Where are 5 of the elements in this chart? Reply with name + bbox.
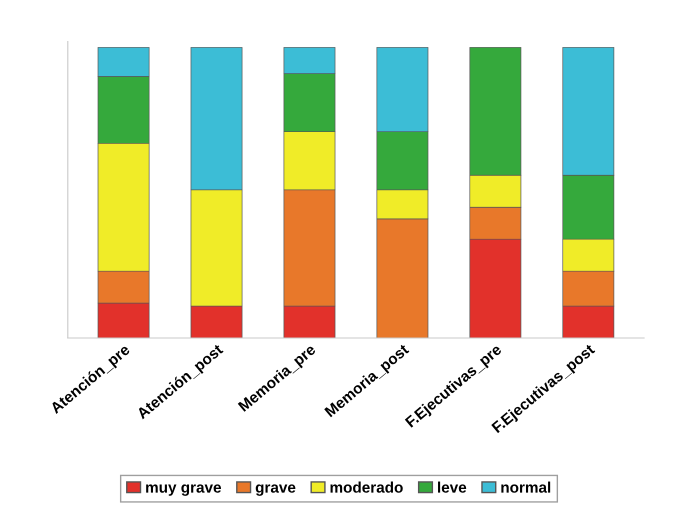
legend-label: grave [256, 484, 296, 496]
legend-label: muy grave [146, 484, 221, 496]
legend-label: normal [501, 482, 550, 493]
legend-label: moderado [330, 482, 403, 493]
legend-label: leve [438, 482, 466, 493]
